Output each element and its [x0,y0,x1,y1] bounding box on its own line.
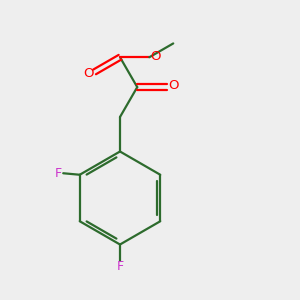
Text: O: O [168,80,178,92]
Text: O: O [83,67,93,80]
Text: F: F [116,260,124,273]
Text: F: F [54,167,61,180]
Text: O: O [151,50,161,62]
